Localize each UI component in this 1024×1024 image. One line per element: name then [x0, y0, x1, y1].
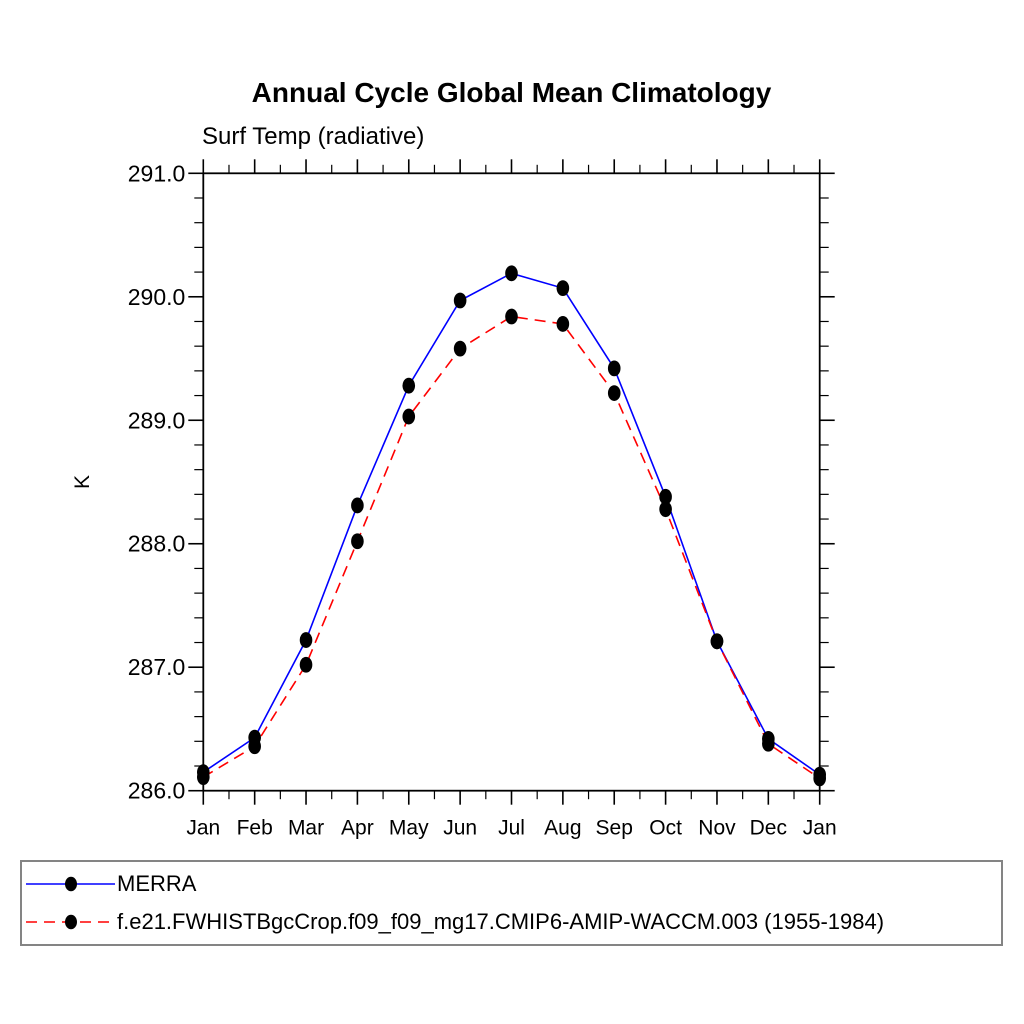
y-tick-label: 291.0 [128, 160, 186, 186]
data-point-model-may-4 [402, 408, 416, 425]
x-tick-label: Mar [288, 817, 324, 840]
legend: MERRA f.e21.FWHISTBgcCrop.f09_f09_mg17.C… [20, 860, 1003, 946]
data-point-merra-jun-5 [453, 292, 467, 309]
data-point-merra-oct-9 [659, 488, 672, 505]
data-point-model-sep-8 [607, 385, 621, 401]
x-tick-label: Jun [443, 817, 477, 840]
legend-sample-marker [65, 914, 77, 930]
y-tick-label: 290.0 [128, 284, 186, 310]
legend-line-sample-dashed-icon [26, 914, 115, 930]
series-line-merra [202, 272, 821, 776]
legend-entry-merra: MERRA [26, 865, 1001, 903]
data-point-merra-aug-7 [556, 280, 570, 297]
chart-subtitle: Surf Temp (radiative) [202, 123, 425, 150]
plot-area: 286.0 287.0 288.0 289.0 290.0 291.0 Jan Feb Mar A… [128, 159, 837, 840]
legend-label-merra: MERRA [117, 871, 197, 896]
x-tick-label: Nov [698, 817, 736, 840]
data-point-model-mar-2 [299, 656, 313, 673]
y-tick-label: 286.0 [128, 778, 186, 804]
y-tick-label: 288.0 [128, 531, 186, 557]
x-tick-label: Apr [341, 817, 374, 840]
legend-sample-marker [65, 876, 77, 892]
data-point-model-aug-7 [556, 316, 570, 332]
data-point-merra-mar-2 [299, 632, 313, 648]
y-tick-label: 289.0 [128, 407, 186, 433]
data-point-model-jul-6 [505, 308, 518, 325]
data-point-model-jun-5 [453, 340, 467, 357]
data-point-model-nov-10 [710, 633, 724, 650]
data-point-model-jan-0 [197, 769, 210, 786]
data-point-model-apr-3 [351, 533, 364, 550]
data-point-model-dec-11 [762, 735, 775, 752]
x-tick-label: Dec [750, 817, 787, 840]
x-tick-label: Oct [649, 817, 682, 840]
data-point-merra-may-4 [402, 377, 416, 394]
data-point-model-oct-9 [659, 501, 672, 518]
x-tick-label: Jan [186, 817, 220, 840]
y-tick-label: 287.0 [128, 654, 186, 680]
data-point-merra-sep-8 [607, 360, 621, 377]
x-tick-label: May [389, 817, 429, 840]
x-tick-label: Aug [544, 817, 581, 840]
series-line-model [202, 315, 821, 780]
x-tick-label: Sep [596, 817, 633, 840]
data-point-model-jan-12 [813, 770, 826, 787]
legend-line-sample-solid-icon [26, 876, 115, 892]
legend-entry-model: f.e21.FWHISTBgcCrop.f09_f09_mg17.CMIP6-A… [26, 903, 1001, 941]
data-point-model-feb-1 [248, 738, 261, 755]
x-tick-label: Jan [803, 817, 837, 840]
x-tick-label: Jul [498, 817, 525, 840]
x-tick-label: Feb [237, 817, 273, 840]
data-point-merra-jul-6 [505, 265, 518, 282]
chart-title: Annual Cycle Global Mean Climatology [251, 77, 772, 108]
legend-label-model: f.e21.FWHISTBgcCrop.f09_f09_mg17.CMIP6-A… [117, 909, 885, 934]
data-point-merra-apr-3 [351, 497, 364, 514]
